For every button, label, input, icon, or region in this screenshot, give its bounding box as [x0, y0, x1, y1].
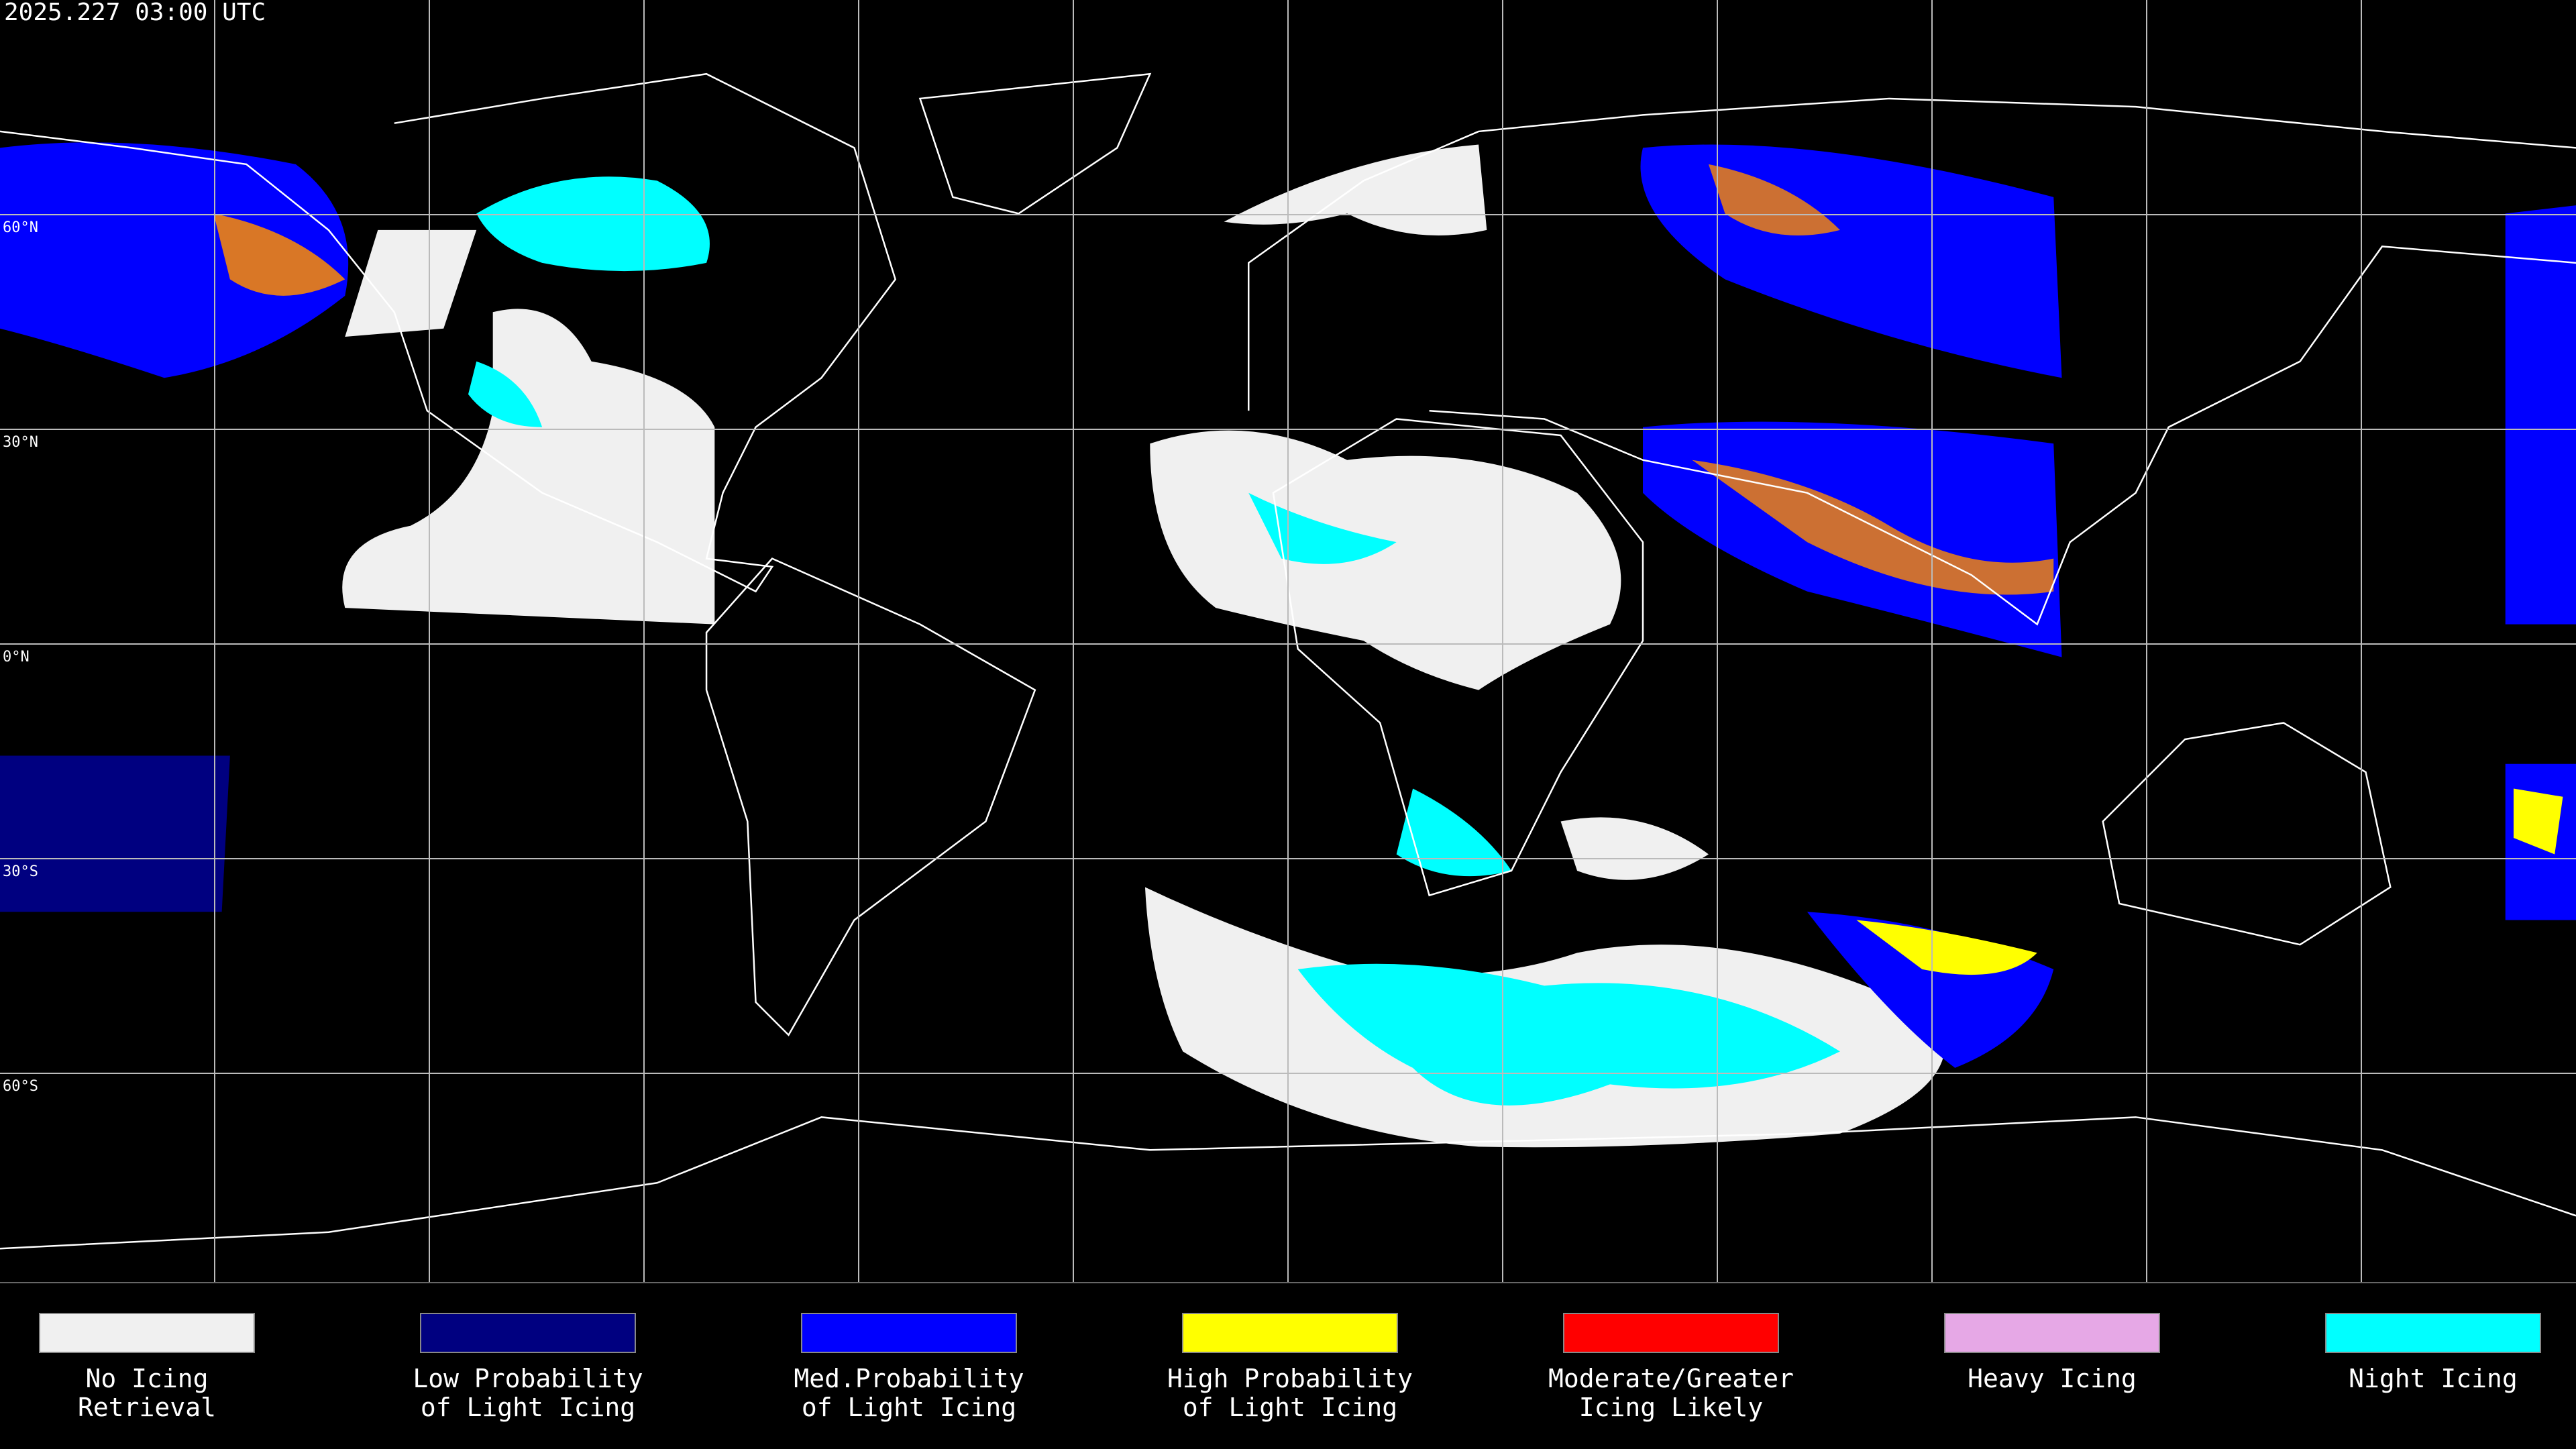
legend-label: No Icing [85, 1364, 208, 1393]
legend-label: of Light Icing [802, 1393, 1016, 1422]
latitude-label: 60°N [3, 219, 38, 236]
legend-swatch [1563, 1313, 1779, 1353]
latitude-label: 0°N [3, 649, 30, 665]
legend-label: of Light Icing [1183, 1393, 1397, 1422]
legend-label: Heavy Icing [1968, 1364, 2137, 1393]
timestamp: 2025.227 03:00 UTC [4, 0, 266, 26]
legend-swatch [801, 1313, 1017, 1353]
latitude-label: 30°N [3, 434, 38, 451]
latitude-label: 60°S [3, 1078, 38, 1095]
legend-label: Moderate/Greater [1548, 1364, 1794, 1393]
satellite-imagery [0, 74, 2576, 1248]
legend-label: Low Probability [413, 1364, 643, 1393]
legend-label: Icing Likely [1579, 1393, 1764, 1422]
legend-swatch [2325, 1313, 2541, 1353]
legend-label: of Light Icing [421, 1393, 635, 1422]
legend-swatch [39, 1313, 255, 1353]
legend-swatch [420, 1313, 636, 1353]
legend-label: Med.Probability [794, 1364, 1024, 1393]
graticule: 60°N 30°N 0°N 30°S 60°S [0, 0, 2576, 1283]
legend-label: Retrieval [78, 1393, 216, 1422]
legend-swatch [1182, 1313, 1398, 1353]
legend-label: Night Icing [2349, 1364, 2518, 1393]
latitude-label: 30°S [3, 863, 38, 880]
legend-swatch [1944, 1313, 2160, 1353]
legend-label: High Probability [1167, 1364, 1413, 1393]
